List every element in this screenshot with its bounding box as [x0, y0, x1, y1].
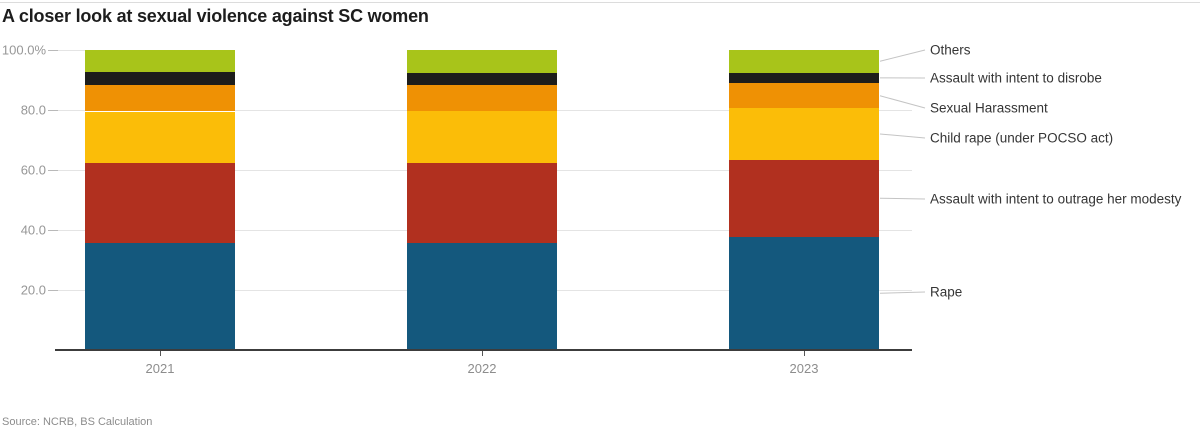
bar-segment: [85, 163, 235, 244]
y-axis-tick-mark: [48, 230, 58, 231]
legend-label: Others: [930, 42, 971, 58]
gridline: [57, 50, 85, 51]
legend-label: Sexual Harassment: [930, 100, 1048, 116]
legend-label: Child rape (under POCSO act): [930, 130, 1114, 146]
bar-segment: [85, 50, 235, 72]
y-axis-tick-mark: [48, 50, 58, 51]
top-border: [0, 2, 1200, 3]
bar-segment: [407, 242, 557, 350]
bar-segment: [729, 83, 879, 109]
bar-segment: [407, 84, 557, 111]
y-axis-tick-label: 80.0: [20, 102, 46, 118]
source-note: Source: NCRB, BS Calculation: [2, 416, 153, 428]
leader-line: [879, 133, 926, 139]
leader-line: [879, 49, 926, 62]
bar-segment: [729, 50, 879, 73]
bar-segment: [407, 50, 557, 73]
bar-segment: [407, 110, 557, 164]
bar-segment: [407, 163, 557, 243]
bar-segment: [85, 111, 235, 164]
bar-segment: [85, 84, 235, 112]
y-axis-tick-mark: [48, 170, 58, 171]
bar-segment: [729, 236, 879, 350]
legend-label: Assault with intent to disrobe: [930, 70, 1102, 86]
bar-segment: [729, 108, 879, 160]
leader-line: [879, 291, 926, 294]
y-axis-tick-mark: [48, 290, 58, 291]
bar-segment: [407, 72, 557, 85]
x-axis-line: [55, 349, 912, 351]
x-axis-label: 2022: [467, 361, 497, 376]
legend-label: Assault with intent to outrage her modes…: [930, 191, 1182, 207]
leader-line: [879, 197, 926, 200]
x-axis-label: 2023: [789, 361, 819, 376]
y-axis-tick-label: 60.0: [20, 162, 46, 178]
y-axis-tick-label: 100.0%: [1, 42, 46, 58]
y-axis-tick-mark: [48, 110, 58, 111]
chart-title: A closer look at sexual violence against…: [2, 6, 429, 26]
legend-label: Rape: [930, 284, 963, 300]
leader-line: [879, 95, 926, 109]
x-axis-tick-mark: [804, 351, 805, 356]
y-axis-tick-label: 40.0: [20, 222, 46, 238]
bar-segment: [85, 243, 235, 350]
x-axis-tick-mark: [160, 351, 161, 356]
y-axis-tick-label: 20.0: [20, 282, 46, 298]
x-axis-tick-mark: [482, 351, 483, 356]
x-axis-label: 2021: [145, 361, 175, 376]
bar-segment: [729, 72, 879, 84]
bar-segment: [729, 159, 879, 237]
bar-segment: [85, 71, 235, 85]
